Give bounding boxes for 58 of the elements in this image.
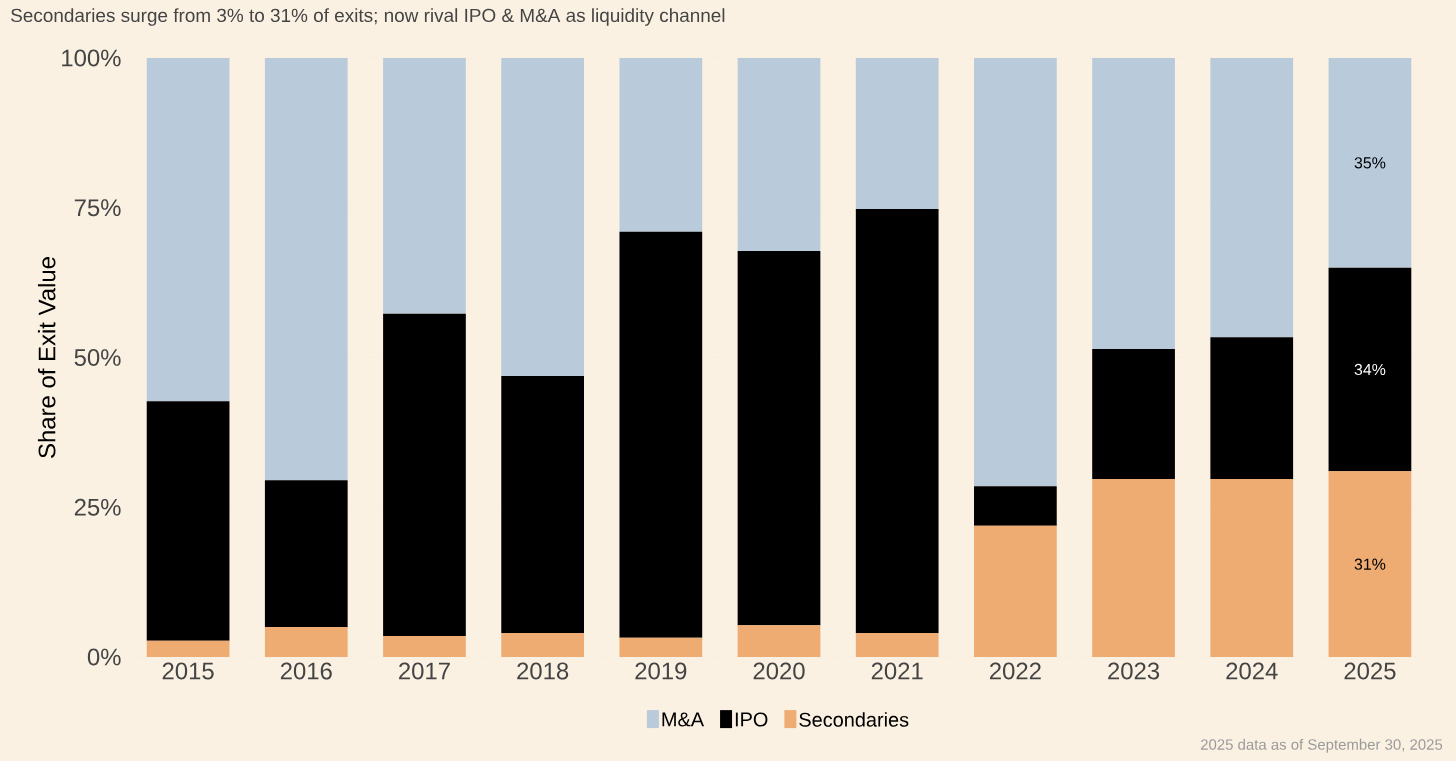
bar bbox=[737, 625, 821, 657]
bar bbox=[1092, 57, 1175, 350]
bar bbox=[383, 636, 466, 657]
bar bbox=[1092, 349, 1175, 480]
bar bbox=[855, 633, 939, 657]
bar bbox=[855, 208, 939, 634]
data-label: 35% bbox=[1354, 157, 1386, 169]
bar bbox=[1210, 57, 1294, 338]
bar bbox=[264, 57, 348, 481]
bar bbox=[974, 57, 1057, 487]
bar bbox=[974, 525, 1057, 657]
y-tick-label: 0% bbox=[87, 648, 121, 666]
legend-label: M&A bbox=[662, 712, 705, 727]
y-tick-label: 75% bbox=[74, 199, 121, 217]
bar bbox=[1210, 479, 1294, 657]
legend-label: IPO bbox=[735, 712, 768, 727]
x-tick-label: 2016 bbox=[280, 662, 332, 680]
x-tick-label: 2021 bbox=[871, 662, 923, 680]
x-tick-label: 2023 bbox=[1108, 662, 1160, 680]
bar bbox=[619, 57, 703, 232]
bar bbox=[383, 313, 466, 637]
bar bbox=[1328, 267, 1412, 472]
bar bbox=[737, 57, 821, 251]
y-tick-label: 100% bbox=[62, 49, 121, 67]
bar bbox=[264, 480, 348, 628]
bar bbox=[619, 637, 703, 657]
bar bbox=[1328, 57, 1412, 268]
y-tick-label: 25% bbox=[74, 498, 121, 516]
bar bbox=[501, 633, 584, 657]
bar bbox=[146, 57, 230, 402]
y-tick-label: 50% bbox=[74, 349, 121, 366]
bar bbox=[1328, 471, 1412, 657]
y-axis-title: Share of Exit Value bbox=[37, 257, 56, 458]
x-tick-label: 2020 bbox=[753, 662, 805, 680]
bar bbox=[383, 57, 466, 314]
bar bbox=[974, 486, 1057, 526]
bar bbox=[1092, 479, 1175, 657]
bar bbox=[146, 401, 230, 641]
text: 2025 data as of September 30, 2025 bbox=[1200, 738, 1443, 753]
x-tick-label: 2017 bbox=[399, 662, 450, 680]
bar bbox=[855, 57, 939, 209]
x-tick-label: 2019 bbox=[635, 662, 687, 680]
x-tick-label: 2015 bbox=[162, 662, 214, 680]
bar bbox=[737, 250, 821, 626]
bar bbox=[1210, 337, 1294, 480]
bar bbox=[619, 231, 703, 638]
legend-label: Secondaries bbox=[799, 712, 909, 727]
x-tick-label: 2024 bbox=[1226, 662, 1278, 680]
x-tick-label: 2025 bbox=[1344, 662, 1396, 680]
bar bbox=[501, 376, 584, 634]
chart-title: Secondaries surge from 3% to 31% of exits; now rival IPO & M&A as liquidity channel bbox=[11, 8, 725, 26]
bar bbox=[264, 627, 348, 657]
data-label: 34% bbox=[1354, 363, 1386, 376]
x-tick-label: 2022 bbox=[989, 662, 1041, 680]
x-tick-label: 2018 bbox=[517, 662, 569, 680]
data-label: 31% bbox=[1354, 558, 1386, 570]
bar bbox=[501, 57, 584, 377]
bar bbox=[146, 640, 230, 657]
